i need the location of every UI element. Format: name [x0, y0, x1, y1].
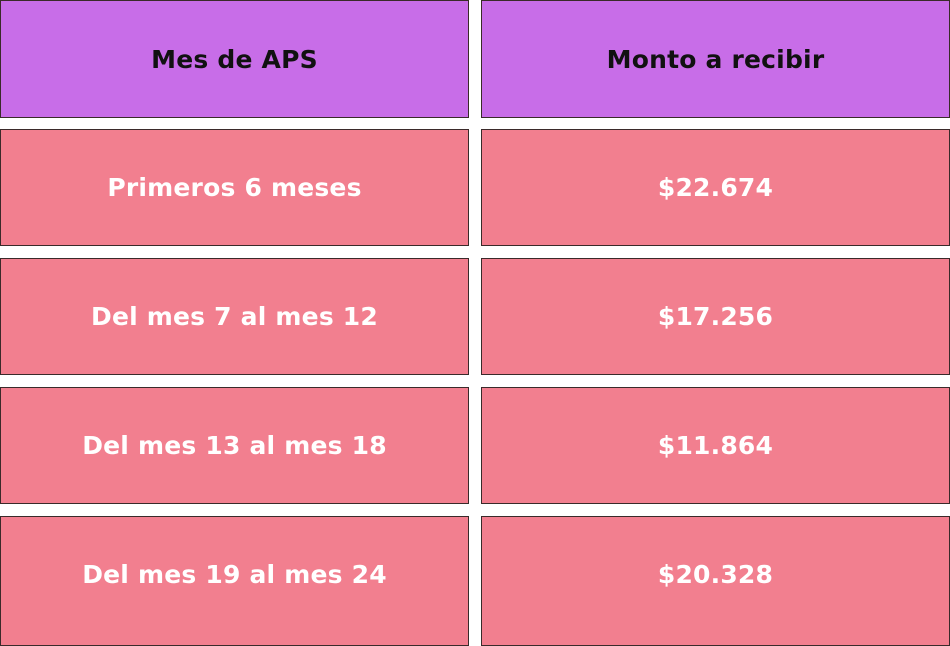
- table-cell-amount: $20.328: [481, 516, 950, 646]
- period-label: Primeros 6 meses: [107, 173, 362, 202]
- header-cell-month: Mes de APS: [0, 0, 469, 118]
- table-cell-amount: $11.864: [481, 387, 950, 504]
- header-label-month: Mes de APS: [151, 44, 318, 74]
- table-cell-period: Del mes 13 al mes 18: [0, 387, 469, 504]
- amount-value: $11.864: [657, 431, 774, 460]
- period-label: Del mes 19 al mes 24: [82, 559, 387, 589]
- period-label: Del mes 13 al mes 18: [82, 431, 387, 460]
- amount-value: $22.674: [657, 173, 774, 202]
- table-cell-period: Del mes 19 al mes 24: [0, 516, 469, 646]
- amount-value: $20.328: [657, 559, 774, 589]
- header-cell-amount: Monto a recibir: [481, 0, 950, 118]
- amount-value: $17.256: [657, 302, 774, 331]
- table-cell-period: Del mes 7 al mes 12: [0, 258, 469, 375]
- table-cell-amount: $22.674: [481, 129, 950, 246]
- table-cell-period: Primeros 6 meses: [0, 129, 469, 246]
- period-label: Del mes 7 al mes 12: [91, 302, 378, 331]
- header-label-amount: Monto a recibir: [606, 44, 825, 74]
- table-cell-amount: $17.256: [481, 258, 950, 375]
